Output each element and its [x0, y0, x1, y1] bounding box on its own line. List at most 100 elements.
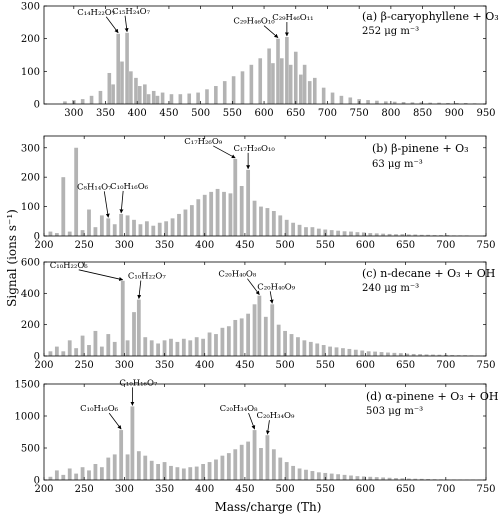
- bar: [304, 469, 308, 480]
- bar: [271, 449, 276, 480]
- x-tick-label: 350: [155, 360, 174, 371]
- annotation-arrow: [265, 420, 270, 435]
- x-tick-label: 400: [195, 360, 214, 371]
- x-tick-label: 700: [318, 108, 337, 119]
- bar: [106, 334, 111, 356]
- bar: [80, 467, 85, 480]
- bar: [353, 349, 358, 356]
- bar: [155, 95, 160, 104]
- bar: [259, 448, 263, 480]
- bar: [252, 200, 257, 236]
- annotation-arrow: [124, 15, 129, 33]
- bar: [107, 72, 112, 104]
- x-tick-label: 700: [436, 484, 455, 495]
- bar: [307, 81, 312, 104]
- bar: [132, 219, 136, 236]
- bar: [278, 457, 283, 480]
- x-tick-label: 400: [195, 484, 214, 495]
- bar: [323, 472, 328, 480]
- bar: [321, 345, 326, 356]
- bar: [259, 206, 263, 236]
- bar: [144, 221, 149, 236]
- annotation-arrow: [213, 145, 236, 159]
- bar: [381, 233, 386, 236]
- y-tick-label: 1000: [15, 412, 40, 423]
- bar: [323, 229, 328, 236]
- bar: [418, 354, 422, 356]
- bar: [252, 304, 257, 356]
- annotation-arrow: [137, 280, 142, 299]
- bar: [207, 332, 212, 356]
- bar: [170, 218, 175, 236]
- peak-annotation: C₁₄H₂₂O₇: [77, 8, 116, 18]
- bar: [136, 299, 141, 356]
- y-tick-label: 300: [21, 143, 40, 154]
- y-tick-label: 500: [21, 444, 40, 455]
- bar: [379, 352, 384, 356]
- bar: [355, 476, 360, 480]
- bar: [413, 478, 418, 480]
- annotation-arrow: [247, 278, 260, 296]
- x-tick-label: 450: [159, 108, 178, 119]
- bar: [125, 454, 130, 480]
- x-tick-label: 650: [286, 108, 305, 119]
- bar: [336, 474, 341, 480]
- bar: [304, 227, 308, 236]
- bar: [347, 348, 352, 356]
- plot-frame: [43, 135, 487, 237]
- panel-label: (c) n-decane + O₃ + OH: [362, 267, 495, 280]
- annotation-arrow: [269, 291, 274, 304]
- bar: [189, 205, 194, 236]
- bar: [413, 234, 418, 236]
- bar: [134, 77, 138, 104]
- bar: [406, 234, 411, 236]
- bar: [61, 474, 66, 480]
- bar: [355, 232, 360, 236]
- bar: [74, 147, 79, 236]
- x-tick-label: 350: [96, 108, 115, 119]
- bar: [341, 348, 345, 356]
- bar: [374, 233, 379, 236]
- bar: [143, 455, 148, 480]
- bar: [257, 295, 262, 356]
- bar: [302, 64, 307, 104]
- bar: [283, 330, 287, 356]
- annotation-arrow: [248, 412, 256, 430]
- annotation-arrow: [105, 16, 119, 34]
- bar: [375, 100, 379, 104]
- bar: [419, 234, 424, 236]
- bar: [54, 470, 59, 480]
- x-tick-label: 750: [476, 240, 495, 251]
- bar: [149, 340, 154, 356]
- bar: [80, 99, 85, 104]
- bar: [226, 326, 231, 356]
- bar: [201, 338, 206, 356]
- x-tick-label: 750: [476, 484, 495, 495]
- bar: [289, 334, 294, 356]
- bar: [149, 460, 154, 480]
- bar: [302, 340, 307, 356]
- bar: [194, 337, 199, 356]
- x-tick-label: 500: [276, 240, 295, 251]
- y-tick-label: 0: [34, 232, 40, 243]
- bar: [207, 462, 212, 480]
- bar: [67, 231, 72, 236]
- x-tick-label: 650: [396, 240, 415, 251]
- bar: [398, 353, 403, 356]
- bar: [201, 464, 206, 480]
- bar: [188, 467, 193, 480]
- x-tick-label: 550: [316, 484, 335, 495]
- bar: [419, 102, 424, 104]
- bar: [349, 231, 353, 236]
- bar: [67, 340, 72, 356]
- x-tick-label: 450: [235, 240, 254, 251]
- bar: [246, 169, 251, 236]
- bar: [316, 472, 321, 480]
- bar: [196, 199, 201, 236]
- bar: [181, 468, 186, 480]
- bar: [61, 351, 66, 356]
- bar: [67, 468, 72, 480]
- bar: [455, 103, 459, 104]
